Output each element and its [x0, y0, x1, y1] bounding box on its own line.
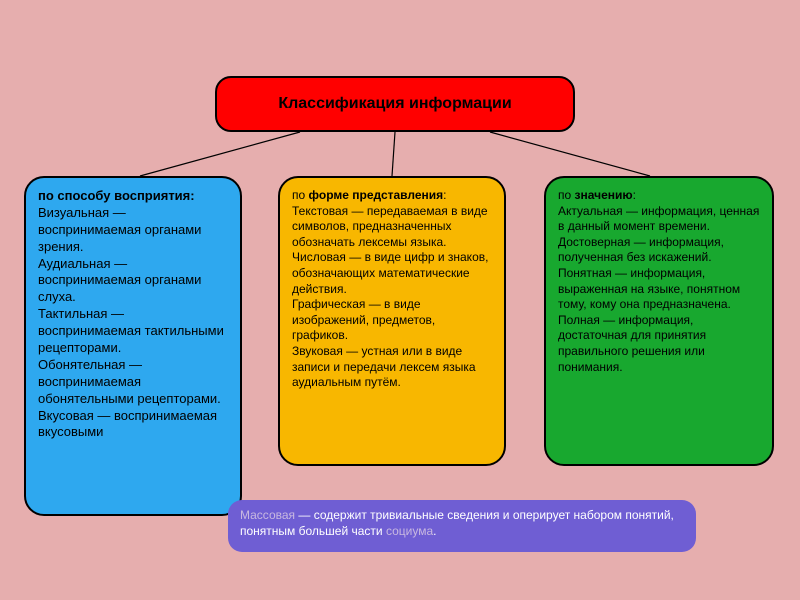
child-title-prefix: по — [292, 188, 309, 202]
child-body: Визуальная — воспринимаемая органами зре… — [38, 205, 224, 440]
child-title-suffix: : — [443, 188, 446, 202]
footer-suffix: . — [433, 524, 436, 538]
child-title-prefix: по — [558, 188, 575, 202]
root-title: Классификация информации — [278, 95, 511, 113]
child-node-form: по форме представления: Текстовая — пере… — [278, 176, 506, 466]
child-node-meaning: по значению: Актуальная — информация, це… — [544, 176, 774, 466]
root-node: Классификация информации — [215, 76, 575, 132]
child-title: значению — [575, 188, 633, 202]
child-node-perception: по способу восприятия: Визуальная — восп… — [24, 176, 242, 516]
child-title-suffix: : — [633, 188, 636, 202]
child-title: форме представления — [309, 188, 444, 202]
footer-word-mass: Массовая — [240, 508, 295, 522]
child-body: Текстовая — передаваемая в виде символов… — [292, 204, 488, 390]
footer-note: Массовая — содержит тривиальные сведения… — [228, 500, 696, 552]
child-title: по способу восприятия: — [38, 188, 195, 203]
child-body: Актуальная — информация, ценная в данный… — [558, 204, 759, 374]
footer-word-socium: социума — [386, 524, 433, 538]
footer-middle: — содержит тривиальные сведения и оперир… — [240, 508, 674, 538]
